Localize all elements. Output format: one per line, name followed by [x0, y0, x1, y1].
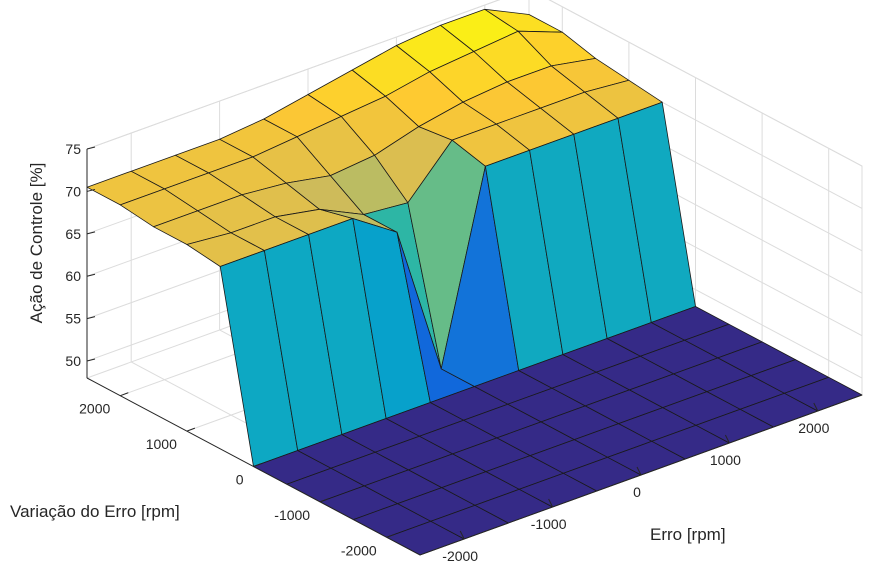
z-tick [86, 231, 96, 235]
z-tick [86, 188, 96, 192]
x-tick [813, 402, 819, 412]
y-tick [319, 498, 329, 503]
x-tick [548, 498, 554, 508]
z-tick-label: 65 [65, 226, 81, 242]
x-axis-label: Erro [rpm] [650, 525, 726, 544]
z-gridline [86, 0, 863, 167]
z-tick [86, 316, 96, 320]
y-tick [253, 463, 262, 467]
x-tick-label: 0 [633, 484, 641, 500]
z-tick [86, 358, 96, 362]
x-tick [459, 530, 465, 540]
z-tick [86, 146, 96, 150]
y-tick [186, 427, 196, 432]
y-tick [386, 533, 395, 538]
z-tick-label: 70 [65, 183, 81, 199]
tick-labels: 50 55 60 65 70 75 -2000 -1000 0 1000 2000 -2000 -100… [65, 141, 829, 564]
z-tick-label: 75 [65, 141, 81, 157]
x-tick-label: -1000 [531, 516, 567, 532]
y-tick-label: -2000 [341, 542, 377, 558]
x-tick-label: 1000 [710, 452, 741, 468]
x-tick-label: -2000 [442, 548, 478, 564]
y-tick-label: 1000 [146, 436, 177, 452]
z-tick-label: 60 [65, 268, 81, 284]
y-tick-label: 0 [236, 472, 244, 488]
x-tick [636, 466, 642, 476]
x-tick-label: 2000 [798, 420, 829, 436]
z-tick-label: 55 [65, 311, 81, 327]
y-axis-label: Variação do Erro [rpm] [10, 502, 180, 521]
z-tick [86, 273, 96, 277]
axes-box [86, 149, 863, 556]
z-axis-label: Ação de Controle [%] [27, 163, 46, 324]
y-tick-label: -1000 [274, 507, 310, 523]
x-tick [724, 434, 730, 444]
y-tick [120, 392, 129, 397]
control-surface [86, 8, 863, 556]
y-tick-label: 2000 [79, 401, 110, 417]
z-tick-label: 50 [65, 353, 81, 369]
floor-axis-lines [86, 377, 863, 556]
